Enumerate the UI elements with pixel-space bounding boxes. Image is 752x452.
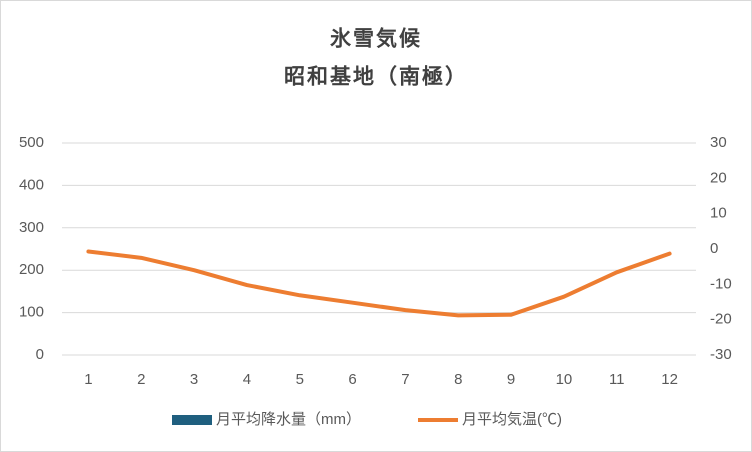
x-tick-label: 5 [296, 371, 304, 388]
y-tick-label: 0 [36, 346, 44, 363]
line [86, 249, 672, 318]
y-tick-label: 500 [19, 134, 44, 151]
y-tick-label: 300 [19, 219, 44, 236]
y2-tick-label: -20 [710, 311, 732, 328]
x-tick-label: 2 [137, 371, 145, 388]
x-tick-label: 1 [84, 371, 92, 388]
legend-swatch [172, 415, 212, 425]
chart-title: 氷雪気候 [330, 27, 422, 51]
y2-tick-label: 10 [710, 205, 727, 222]
y2-tick-label: -30 [710, 346, 732, 363]
x-tick-label: 7 [401, 371, 409, 388]
x-tick-label: 10 [556, 371, 573, 388]
x-tick-label: 9 [507, 371, 515, 388]
y2-tick-label: 30 [710, 134, 727, 151]
x-tick-label: 12 [661, 371, 678, 388]
legend-label: 月平均降水量（mm） [216, 411, 361, 428]
y-tick-label: 200 [19, 261, 44, 278]
y-tick-label: 400 [19, 176, 44, 193]
legend-label: 月平均気温(℃) [462, 411, 562, 428]
x-tick-label: 6 [348, 371, 356, 388]
x-tick-label: 8 [454, 371, 462, 388]
y2-tick-label: 0 [710, 240, 718, 257]
y-tick-label: 100 [19, 304, 44, 321]
y2-tick-label: 20 [710, 169, 727, 186]
x-tick-label: 11 [609, 371, 625, 388]
x-tick-label: 3 [190, 371, 198, 388]
chart-subtitle: 昭和基地（南極） [284, 65, 468, 89]
y2-tick-label: -10 [710, 275, 732, 292]
x-tick-label: 4 [243, 371, 251, 388]
